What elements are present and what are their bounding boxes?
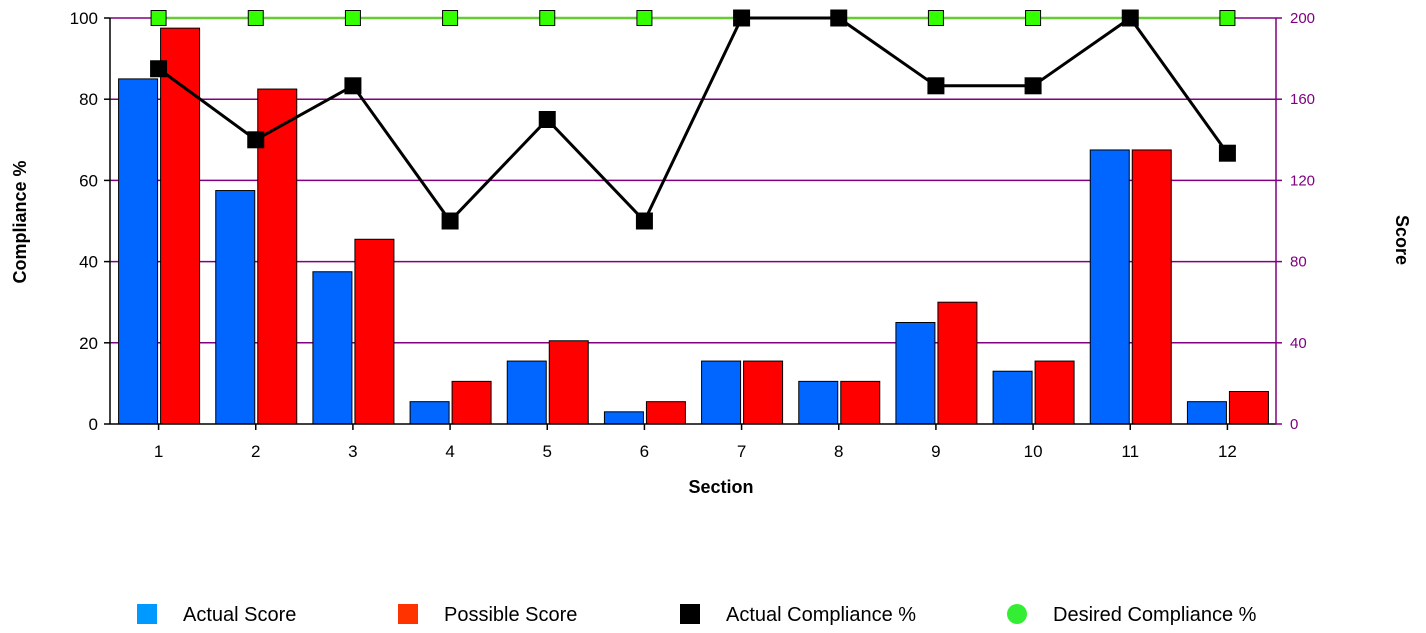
possible-score-bar — [1034, 360, 1075, 425]
x-tick-label: 2 — [251, 442, 260, 461]
actual-score-bar — [409, 401, 450, 425]
y-tick-label: 20 — [79, 334, 98, 353]
x-tick-label: 9 — [931, 442, 940, 461]
actual-compliance-point — [1024, 77, 1042, 95]
x-tick-label: 6 — [640, 442, 649, 461]
x-tick-label: 5 — [543, 442, 552, 461]
actual-score-bar — [798, 380, 839, 425]
x-tick-label: 10 — [1024, 442, 1043, 461]
actual-compliance-point — [830, 9, 848, 27]
desired-compliance-point — [344, 10, 361, 26]
desired-compliance-point — [247, 10, 264, 26]
desired-compliance-point — [1219, 10, 1236, 26]
possible-score-bar — [937, 301, 978, 425]
actual-score-bar — [895, 322, 936, 425]
y-tick-label: 0 — [89, 415, 98, 434]
y2-tick-label: 120 — [1290, 172, 1315, 189]
legend-swatch — [680, 604, 700, 624]
y-tick-label: 80 — [79, 90, 98, 109]
y2-tick-label: 80 — [1290, 254, 1307, 271]
actual-compliance-point — [150, 60, 168, 78]
actual-score-bar — [506, 360, 547, 425]
x-tick-label: 11 — [1121, 442, 1139, 461]
x-tick-label: 7 — [737, 442, 746, 461]
y-tick-label: 60 — [79, 171, 98, 190]
actual-compliance-point — [733, 9, 751, 27]
possible-score-bar — [1228, 391, 1269, 425]
legend-swatch-desired — [1007, 604, 1027, 624]
actual-compliance-point — [1121, 9, 1139, 27]
desired-compliance-point — [927, 10, 944, 26]
legend-swatch — [137, 604, 157, 624]
y-tick-label: 40 — [79, 253, 98, 272]
y2-tick-label: 0 — [1290, 416, 1298, 433]
desired-compliance-point — [150, 10, 167, 26]
y-axis-title: Compliance % — [10, 160, 30, 283]
possible-score-bar — [160, 27, 201, 425]
actual-score-bar — [603, 411, 644, 425]
possible-score-bar — [354, 238, 395, 425]
actual-compliance-point — [635, 212, 653, 230]
x-tick-label: 8 — [834, 442, 843, 461]
desired-compliance-point — [539, 10, 556, 26]
x-tick-label: 12 — [1218, 442, 1237, 461]
possible-score-bar — [451, 380, 492, 425]
actual-score-bar — [118, 78, 159, 425]
x-axis-title: Section — [688, 477, 753, 497]
actual-score-bar — [1186, 401, 1227, 425]
desired-compliance-point — [636, 10, 653, 26]
actual-score-bar — [1089, 149, 1130, 425]
x-tick-label: 1 — [154, 442, 163, 461]
actual-compliance-point — [344, 77, 362, 95]
actual-compliance-point — [247, 131, 265, 149]
actual-score-bar — [312, 271, 353, 425]
actual-score-bar — [992, 370, 1033, 425]
x-tick-label: 4 — [445, 442, 454, 461]
x-tick-label: 3 — [348, 442, 357, 461]
y2-tick-label: 160 — [1290, 91, 1315, 108]
legend-swatch — [398, 604, 418, 624]
possible-score-bar — [645, 401, 686, 425]
y2-tick-label: 200 — [1290, 10, 1315, 27]
actual-compliance-line — [157, 15, 1229, 224]
y2-tick-label: 40 — [1290, 335, 1307, 352]
actual-compliance-point — [1218, 144, 1236, 162]
desired-compliance-point — [1025, 10, 1042, 26]
y-tick-label: 100 — [70, 9, 98, 28]
legend-label: Actual Compliance % — [726, 604, 916, 626]
possible-score-bar — [743, 360, 784, 425]
actual-compliance-point — [927, 77, 945, 95]
actual-score-bar — [701, 360, 742, 425]
desired-compliance-point — [442, 10, 459, 26]
y2-axis-title: Score — [1392, 215, 1412, 265]
legend: Actual Score Possible Score Actual Complia… — [137, 604, 1257, 626]
possible-score-bar — [548, 340, 589, 425]
actual-compliance-point — [538, 111, 556, 128]
actual-score-bar — [215, 190, 256, 425]
legend-label: Actual Score — [183, 604, 296, 626]
possible-score-bar — [840, 380, 881, 425]
legend-label: Desired Compliance % — [1053, 604, 1257, 626]
actual-compliance-point — [441, 212, 459, 230]
legend-label: Possible Score — [444, 604, 577, 626]
possible-score-bar — [1131, 149, 1172, 425]
